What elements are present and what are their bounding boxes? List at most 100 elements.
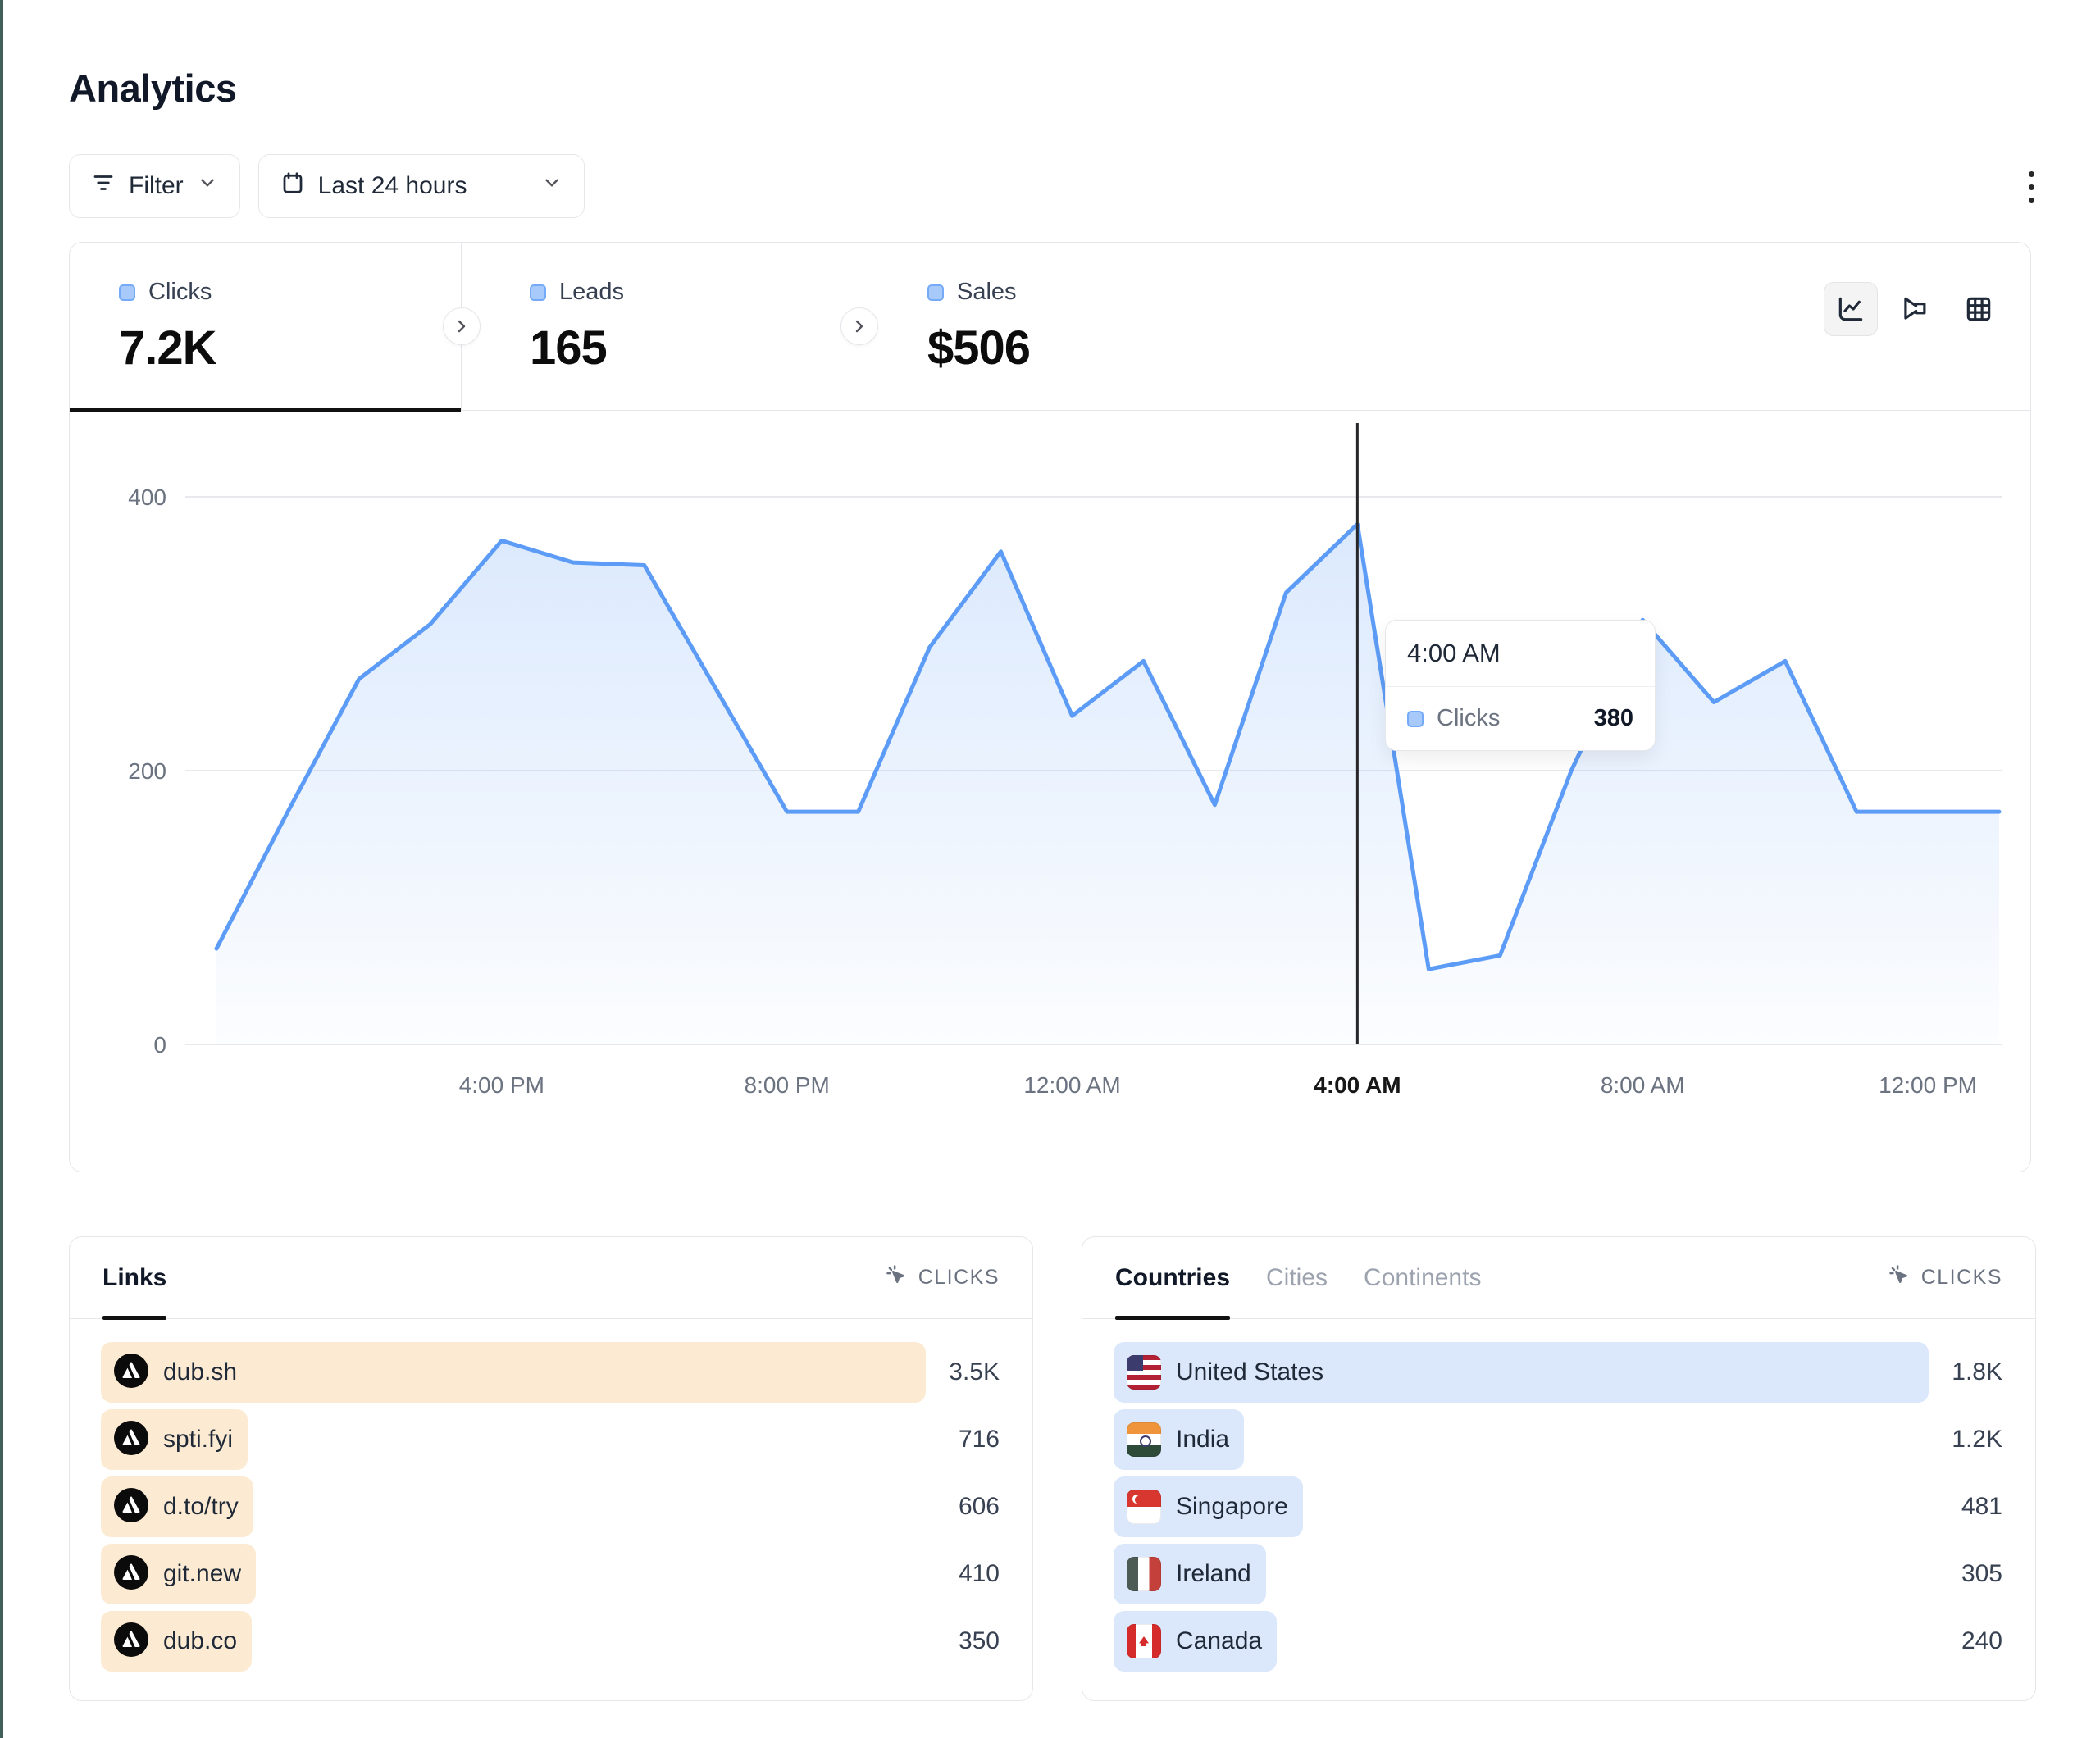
list-item[interactable]: Canada 240 bbox=[1114, 1611, 2002, 1672]
svg-text:4:00 PM: 4:00 PM bbox=[459, 1072, 544, 1098]
item-value: 350 bbox=[958, 1627, 1000, 1654]
item-label: d.to/try bbox=[163, 1493, 239, 1520]
item-value: 1.8K bbox=[1952, 1358, 2002, 1385]
links-metric-selector[interactable]: CLICKS bbox=[884, 1263, 1000, 1293]
dub-logo-icon bbox=[114, 1554, 148, 1594]
item-value: 240 bbox=[1961, 1627, 2002, 1654]
tab-links[interactable]: Links bbox=[102, 1237, 167, 1320]
date-range-button[interactable]: Last 24 hours bbox=[257, 154, 585, 218]
tooltip-value: 380 bbox=[1593, 705, 1633, 731]
stat-value: 7.2K bbox=[119, 321, 217, 375]
dub-logo-icon bbox=[114, 1622, 148, 1661]
value-bar: d.to/try bbox=[101, 1476, 253, 1537]
dub-logo-icon bbox=[114, 1487, 148, 1526]
item-label: dub.sh bbox=[163, 1358, 238, 1385]
countries-panel: Countries Cities Continents CLICKS Unite… bbox=[1082, 1236, 2036, 1701]
tooltip-time: 4:00 AM bbox=[1386, 621, 1655, 687]
tooltip-legend-square-icon bbox=[1407, 710, 1424, 727]
list-item[interactable]: d.to/try 606 bbox=[101, 1476, 1000, 1537]
item-label: United States bbox=[1176, 1358, 1324, 1385]
next-stat-chevron-icon[interactable] bbox=[443, 307, 481, 345]
list-item[interactable]: spti.fyi 716 bbox=[101, 1409, 1000, 1470]
item-label: Singapore bbox=[1176, 1493, 1288, 1520]
links-metric-label: CLICKS bbox=[918, 1266, 1000, 1289]
svg-text:8:00 PM: 8:00 PM bbox=[745, 1072, 830, 1098]
value-bar: dub.sh bbox=[101, 1342, 927, 1403]
value-bar: United States bbox=[1114, 1342, 1929, 1403]
svg-text:12:00 AM: 12:00 AM bbox=[1023, 1072, 1120, 1098]
value-bar: spti.fyi bbox=[101, 1409, 248, 1470]
list-item[interactable]: United States 1.8K bbox=[1114, 1342, 2002, 1403]
stat-tab-clicks[interactable]: Clicks 7.2K bbox=[70, 243, 462, 412]
cursor-click-icon bbox=[1887, 1263, 1911, 1293]
filter-button[interactable]: Filter bbox=[69, 154, 240, 218]
item-label: Ireland bbox=[1176, 1560, 1251, 1587]
analytics-chart-card: Clicks 7.2K Leads 165 Sales $506 bbox=[69, 242, 2031, 1172]
list-item[interactable]: India 1.2K bbox=[1114, 1409, 2002, 1470]
item-value: 3.5K bbox=[949, 1358, 1000, 1385]
tab-continents[interactable]: Continents bbox=[1364, 1263, 1482, 1291]
item-label: India bbox=[1176, 1426, 1230, 1453]
stat-label: Sales bbox=[957, 279, 1017, 305]
value-bar: India bbox=[1114, 1409, 1245, 1470]
list-item[interactable]: dub.sh 3.5K bbox=[101, 1342, 1000, 1403]
date-range-label: Last 24 hours bbox=[317, 172, 467, 199]
item-label: git.new bbox=[163, 1560, 242, 1587]
calendar-icon bbox=[280, 171, 305, 202]
toolbar: Filter Last 24 hours bbox=[69, 154, 585, 218]
stat-label: Clicks bbox=[148, 279, 212, 305]
item-label: dub.co bbox=[163, 1627, 238, 1654]
sales-legend-square-icon bbox=[927, 284, 944, 301]
item-value: 716 bbox=[958, 1426, 1000, 1453]
next-stat-chevron-icon[interactable] bbox=[840, 307, 878, 345]
tab-cities[interactable]: Cities bbox=[1266, 1263, 1328, 1291]
flag-ca-icon bbox=[1127, 1624, 1161, 1658]
value-bar: dub.co bbox=[101, 1611, 253, 1672]
stat-value: $506 bbox=[927, 321, 1031, 375]
item-value: 410 bbox=[958, 1560, 1000, 1587]
funnel-chart-icon[interactable] bbox=[1888, 282, 1942, 336]
svg-text:400: 400 bbox=[128, 485, 166, 510]
stat-tab-leads[interactable]: Leads 165 bbox=[462, 243, 859, 410]
list-item[interactable]: Singapore 481 bbox=[1114, 1476, 2002, 1537]
page-title: Analytics bbox=[69, 66, 237, 110]
tooltip-series-label: Clicks bbox=[1437, 705, 1501, 731]
stat-tab-sales[interactable]: Sales $506 bbox=[859, 243, 2030, 410]
table-grid-icon[interactable] bbox=[1952, 282, 2006, 336]
chevron-down-icon bbox=[197, 172, 218, 200]
stat-label: Leads bbox=[559, 279, 625, 305]
clicks-area-chart[interactable]: 0 200 400 4:00 PM 8:00 PM 12:00 AM 4:00 AM 8:0… bbox=[70, 411, 2032, 1173]
list-item[interactable]: git.new 410 bbox=[101, 1544, 1000, 1604]
line-chart-icon[interactable] bbox=[1824, 282, 1878, 336]
item-value: 606 bbox=[958, 1493, 1000, 1520]
value-bar: Canada bbox=[1114, 1611, 1278, 1672]
item-value: 305 bbox=[1961, 1560, 2002, 1587]
svg-text:8:00 AM: 8:00 AM bbox=[1601, 1072, 1685, 1098]
item-value: 1.2K bbox=[1952, 1426, 2002, 1453]
filter-lines-icon bbox=[91, 171, 116, 202]
svg-text:12:00 PM: 12:00 PM bbox=[1879, 1072, 1977, 1098]
tab-countries[interactable]: Countries bbox=[1115, 1237, 1231, 1320]
list-item[interactable]: dub.co 350 bbox=[101, 1611, 1000, 1672]
item-value: 481 bbox=[1961, 1493, 2002, 1520]
chevron-down-icon bbox=[541, 172, 563, 200]
countries-metric-label: CLICKS bbox=[1920, 1266, 2002, 1289]
links-panel: Links CLICKS dub.sh 3.5K spti.fyi 716 d.to/t… bbox=[69, 1236, 1033, 1701]
flag-in-icon bbox=[1127, 1422, 1161, 1457]
value-bar: git.new bbox=[101, 1544, 257, 1604]
item-label: spti.fyi bbox=[163, 1426, 234, 1453]
flag-ie-icon bbox=[1127, 1557, 1161, 1591]
clicks-legend-square-icon bbox=[119, 284, 135, 301]
svg-text:4:00 AM: 4:00 AM bbox=[1314, 1072, 1401, 1098]
value-bar: Ireland bbox=[1114, 1544, 1266, 1604]
svg-text:0: 0 bbox=[153, 1032, 166, 1058]
item-label: Canada bbox=[1176, 1627, 1263, 1654]
svg-text:200: 200 bbox=[128, 758, 166, 784]
cursor-click-icon bbox=[884, 1263, 909, 1293]
flag-us-icon bbox=[1127, 1355, 1161, 1390]
list-item[interactable]: Ireland 305 bbox=[1114, 1544, 2002, 1604]
dub-logo-icon bbox=[114, 1353, 148, 1392]
countries-metric-selector[interactable]: CLICKS bbox=[1887, 1263, 2002, 1293]
kebab-menu-icon[interactable] bbox=[2002, 156, 2061, 218]
flag-sg-icon bbox=[1127, 1490, 1161, 1524]
